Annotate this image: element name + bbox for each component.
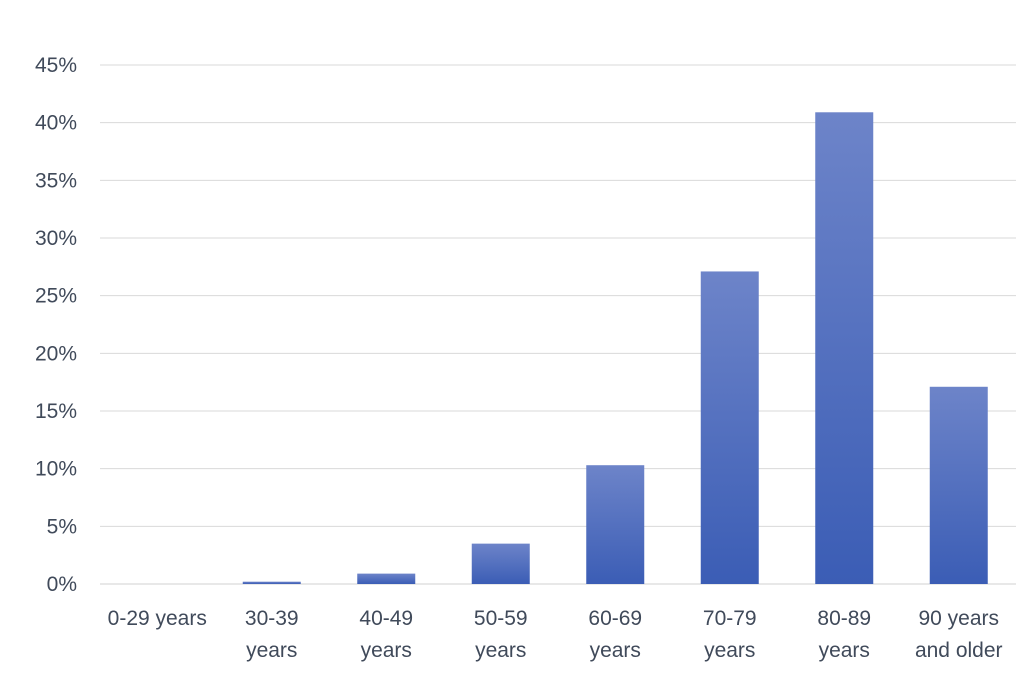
x-category-label: 70-79 bbox=[703, 607, 757, 630]
bar bbox=[242, 581, 301, 584]
y-tick-label: 40% bbox=[35, 112, 77, 135]
y-axis-tick-labels: 0% 5% 10% 15% 20% 25% 30% 35% 40% 45% bbox=[35, 54, 77, 596]
x-category-label: 40-49 bbox=[359, 607, 413, 630]
y-tick-label: 5% bbox=[47, 515, 77, 538]
x-category-label: years bbox=[475, 639, 526, 662]
x-category-label: years bbox=[590, 639, 641, 662]
bar bbox=[357, 573, 416, 584]
x-category-label: 50-59 bbox=[474, 607, 528, 630]
y-tick-label: 0% bbox=[47, 573, 77, 596]
x-category-label: 80-89 bbox=[817, 607, 871, 630]
y-tick-label: 30% bbox=[35, 227, 77, 250]
bar bbox=[815, 112, 874, 584]
gridlines bbox=[100, 64, 1016, 585]
x-category-label: years bbox=[819, 639, 870, 662]
y-tick-label: 35% bbox=[35, 169, 77, 192]
y-tick-label: 25% bbox=[35, 285, 77, 308]
y-tick-label: 15% bbox=[35, 400, 77, 423]
bar bbox=[929, 386, 988, 584]
x-category-label: 30-39 bbox=[245, 607, 299, 630]
y-tick-label: 10% bbox=[35, 458, 77, 481]
x-category-label: years bbox=[246, 639, 297, 662]
x-category-label: 90 years bbox=[918, 607, 999, 630]
x-axis-category-labels: 0-29 years 30-39 years 40-49 years 50-59 years… bbox=[108, 607, 1003, 662]
x-category-label: years bbox=[704, 639, 755, 662]
x-category-label: years bbox=[361, 639, 412, 662]
y-tick-label: 20% bbox=[35, 342, 77, 365]
x-category-label: 0-29 years bbox=[108, 607, 207, 630]
bar bbox=[471, 543, 530, 584]
bar bbox=[586, 465, 645, 584]
x-category-label: 60-69 bbox=[588, 607, 642, 630]
y-tick-label: 45% bbox=[35, 54, 77, 77]
x-category-label: and older bbox=[915, 639, 1003, 662]
bar bbox=[700, 271, 759, 584]
bars bbox=[242, 112, 988, 584]
